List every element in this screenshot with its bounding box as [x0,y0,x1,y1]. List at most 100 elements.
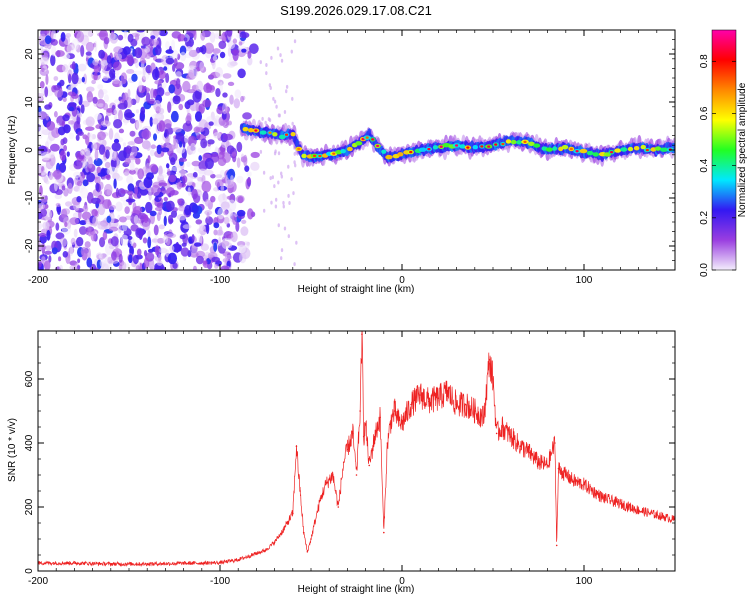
snr-data-point [488,359,491,361]
spectrogram-noise-cell [60,208,68,219]
spectrogram-ridge-peak-hot [284,133,289,136]
spectrogram-noise-cell [237,196,244,204]
spectrogram-noise-cell [125,263,130,269]
spectrogram-noise-cell [40,195,48,203]
spectrogram-noise-cell [120,189,129,194]
spectrogram-noise-cell [195,255,204,265]
spectrogram-noise-cell [108,226,119,232]
spectrogram-noise-cell [124,120,128,126]
spectrogram-noise-cell [182,224,192,230]
snr-data-point [528,451,531,454]
spectrogram-noise-cell [73,228,78,238]
spectrogram-noise-cell [106,174,111,181]
spectrogram-noise-cell [151,114,162,119]
spectrogram-noise-cell [167,101,172,114]
spectrogram-noise-cell [158,224,165,230]
spectrogram-noise-cell [163,196,168,202]
spectrogram-noise-cell [134,33,140,42]
snr-xlabel: Height of straight line (km) [298,584,415,595]
spectrogram-noise-cell [157,70,167,80]
spectrogram-noise-cell [118,150,127,162]
spectrogram-noise-cell [285,84,289,89]
spectrogram-noise-cell [85,116,95,127]
spectrogram-ytick-label: 10 [24,96,35,108]
spectrogram-noise-cell [167,252,178,265]
spectrogram-noise-cell [101,263,109,270]
spectrogram-noise-cell [69,217,80,226]
spectrogram-noise-cell [202,260,208,265]
spectrogram-noise-cell [82,204,89,213]
spectrogram-noise-cell [197,234,203,245]
spectrogram-ridge-peak [347,146,353,152]
spectrogram-noise-cell [55,50,65,57]
spectrogram-noise-cell [137,168,145,180]
spectrogram-ridge-peak-hot [569,147,573,151]
spectrogram-noise-cell [38,92,45,97]
spectrogram-noise-cell [270,55,273,60]
spectrogram-noise-cell [195,180,204,191]
spectrogram-noise-cell [275,104,278,109]
spectrogram-noise-cell [94,175,101,184]
spectrogram-noise-cell [135,157,141,165]
snr-data-point [73,562,76,564]
snr-data-point [446,391,449,393]
spectrogram-ridge-peak [355,141,363,146]
snr-data-point [273,541,276,543]
spectrogram-noise-cell [133,70,143,75]
snr-data-point [362,435,365,438]
spectrogram-noise-cell [151,199,155,206]
spectrogram-noise-cell [214,264,219,269]
spectrogram-noise-cell [187,65,197,70]
snr-data-point [182,562,185,565]
spectrogram-noise-cell [38,132,43,139]
spectrogram-ridge-peak [259,130,267,135]
spectrogram-noise-cell [86,191,94,204]
spectrogram-noise-cell [293,151,296,156]
spectrogram-noise-cell [109,68,116,79]
spectrogram-noise-cell [113,119,123,129]
spectrogram-noise-cell [146,172,154,180]
spectrogram-noise-cell [147,248,154,253]
spectrogram-noise-cell [272,96,275,101]
spectrogram-noise-cell [58,256,62,262]
snr-data-point [282,528,285,531]
spectrogram-ridge-peak-hot [254,129,258,132]
spectrogram-noise-cell [113,46,123,54]
spectrogram-noise-cell [44,104,52,110]
spectrogram-noise-cell [147,236,152,249]
snr-data-point [355,474,358,476]
snr-data-point [637,509,640,512]
spectrogram-noise-cell [283,226,287,231]
snr-data-point [474,410,476,412]
snr-data-point [401,423,403,425]
spectrogram-noise-cell [38,124,45,133]
spectrogram-noise-cell [207,139,215,145]
spectrogram-noise-cell [97,222,107,230]
spectrogram-noise-cell [51,30,57,40]
spectrogram-noise-cell [175,241,180,253]
spectrogram-noise-cell [123,142,127,147]
spectrogram-noise-cell [41,256,46,263]
spectrogram-ridge-peak-hot [487,145,491,148]
spectrogram-noise-cell [153,88,157,99]
snr-data-point [359,410,361,412]
spectrogram-noise-cell [215,87,221,98]
spectrogram-noise-cell [92,96,98,104]
spectrogram-noise-cell [234,212,238,218]
spectrogram-noise-cell [68,120,75,125]
spectrogram-noise-cell [180,247,190,257]
spectrogram-noise-cell [98,30,109,41]
spectrogram-noise-cell [62,96,67,102]
spectrogram-noise-cell [129,130,136,137]
spectrogram-noise-cell [171,39,176,51]
spectrogram-ridge-peak-hot [332,152,336,155]
spectrogram-noise-cell [118,264,123,270]
spectrogram-noise-cell [193,30,197,41]
spectrogram-noise-cell [165,136,170,146]
spectrogram-noise-cell [63,53,71,60]
spectrogram-noise-cell [226,195,235,200]
spectrogram-noise-cell [136,30,145,33]
spectrogram-ridge-peak [459,144,466,149]
spectrogram-noise-cell [124,158,131,165]
snr-data-point [219,561,221,564]
